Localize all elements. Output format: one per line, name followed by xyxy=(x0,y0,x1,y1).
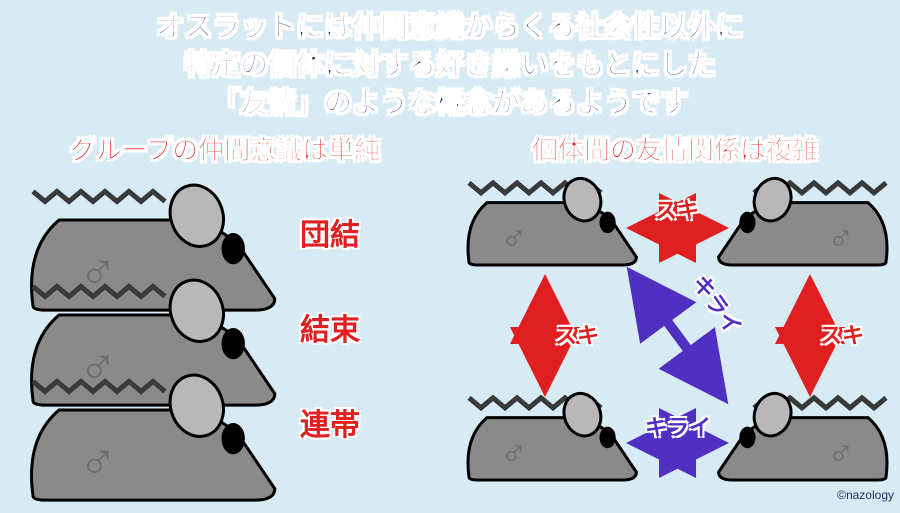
right-panel-title: 個体間の友情関係は複雑 xyxy=(450,130,900,167)
title-line-2: 特定の個体に対する好き嫌いをもとにした xyxy=(20,46,880,84)
rat-bottom-right: ♂ xyxy=(715,383,895,492)
label-bottom-dislike: キライ xyxy=(645,410,711,442)
label-left-like: スキ xyxy=(555,318,599,350)
title-line-3: 「友情」のような概念があるようです xyxy=(20,84,880,122)
left-panel-title: グループの仲間意識は単純 xyxy=(0,130,450,167)
word-2: 結束 xyxy=(300,305,360,349)
title-line-1: オスラットには仲間意識からくる社会性以外に xyxy=(20,8,880,46)
rat-bottom-left: ♂ xyxy=(460,383,640,492)
left-panel: グループの仲間意識は単純 ♂ ♂ xyxy=(0,130,450,506)
svg-text:♂: ♂ xyxy=(79,431,118,489)
word-1: 団結 xyxy=(300,210,360,254)
word-3: 連帯 xyxy=(300,400,360,444)
svg-text:♂: ♂ xyxy=(501,431,528,472)
right-panel: 個体間の友情関係は複雑 ♂ xyxy=(450,130,900,506)
svg-text:♂: ♂ xyxy=(828,216,855,257)
panels: グループの仲間意識は単純 ♂ ♂ xyxy=(0,130,900,506)
rat-top-left: ♂ xyxy=(460,168,640,277)
main-title: オスラットには仲間意識からくる社会性以外に 特定の個体に対する好き嫌いをもとにし… xyxy=(0,0,900,125)
svg-text:♂: ♂ xyxy=(828,431,855,472)
credit: ©nazology xyxy=(837,488,894,502)
label-top-like: スキ xyxy=(655,193,699,225)
svg-text:♂: ♂ xyxy=(501,216,528,257)
rat-3: ♂ xyxy=(20,360,280,513)
rat-top-right: ♂ xyxy=(715,168,895,277)
rat-grid: ♂ ♂ ♂ xyxy=(460,168,890,488)
label-right-like: スキ xyxy=(820,318,864,350)
